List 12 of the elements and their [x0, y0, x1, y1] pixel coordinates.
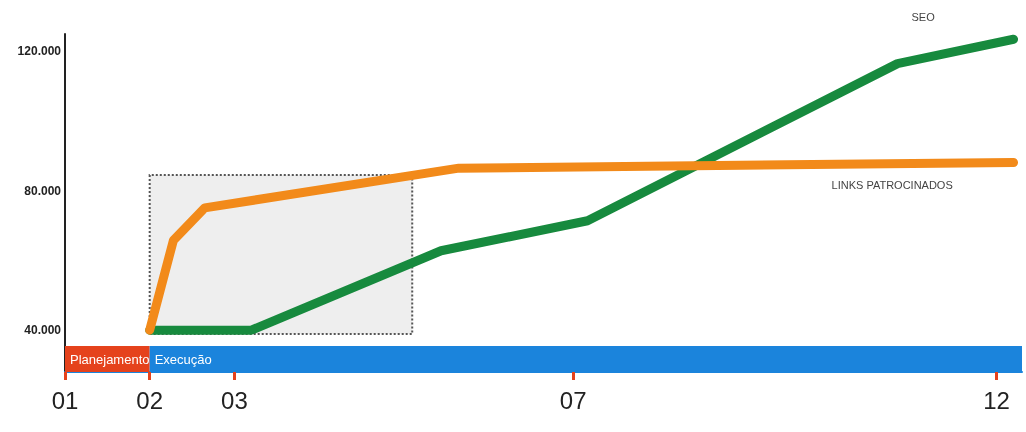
band-label: Planejamento: [70, 351, 150, 367]
y-tick-label: 40.000: [24, 323, 62, 338]
y-tick-label: 80.000: [24, 183, 62, 198]
x-tick-label: 03: [221, 386, 248, 414]
series-label: LINKS PATROCINADOS: [831, 178, 953, 191]
y-tick-label: 120.000: [17, 44, 62, 59]
band-label: Execução: [154, 351, 212, 367]
x-tick-label: 02: [136, 386, 164, 414]
x-tick-label: 12: [983, 386, 1010, 414]
x-tick-label: 07: [559, 386, 587, 414]
x-tick-label: 01: [51, 386, 79, 414]
text: SEO: [911, 11, 936, 24]
